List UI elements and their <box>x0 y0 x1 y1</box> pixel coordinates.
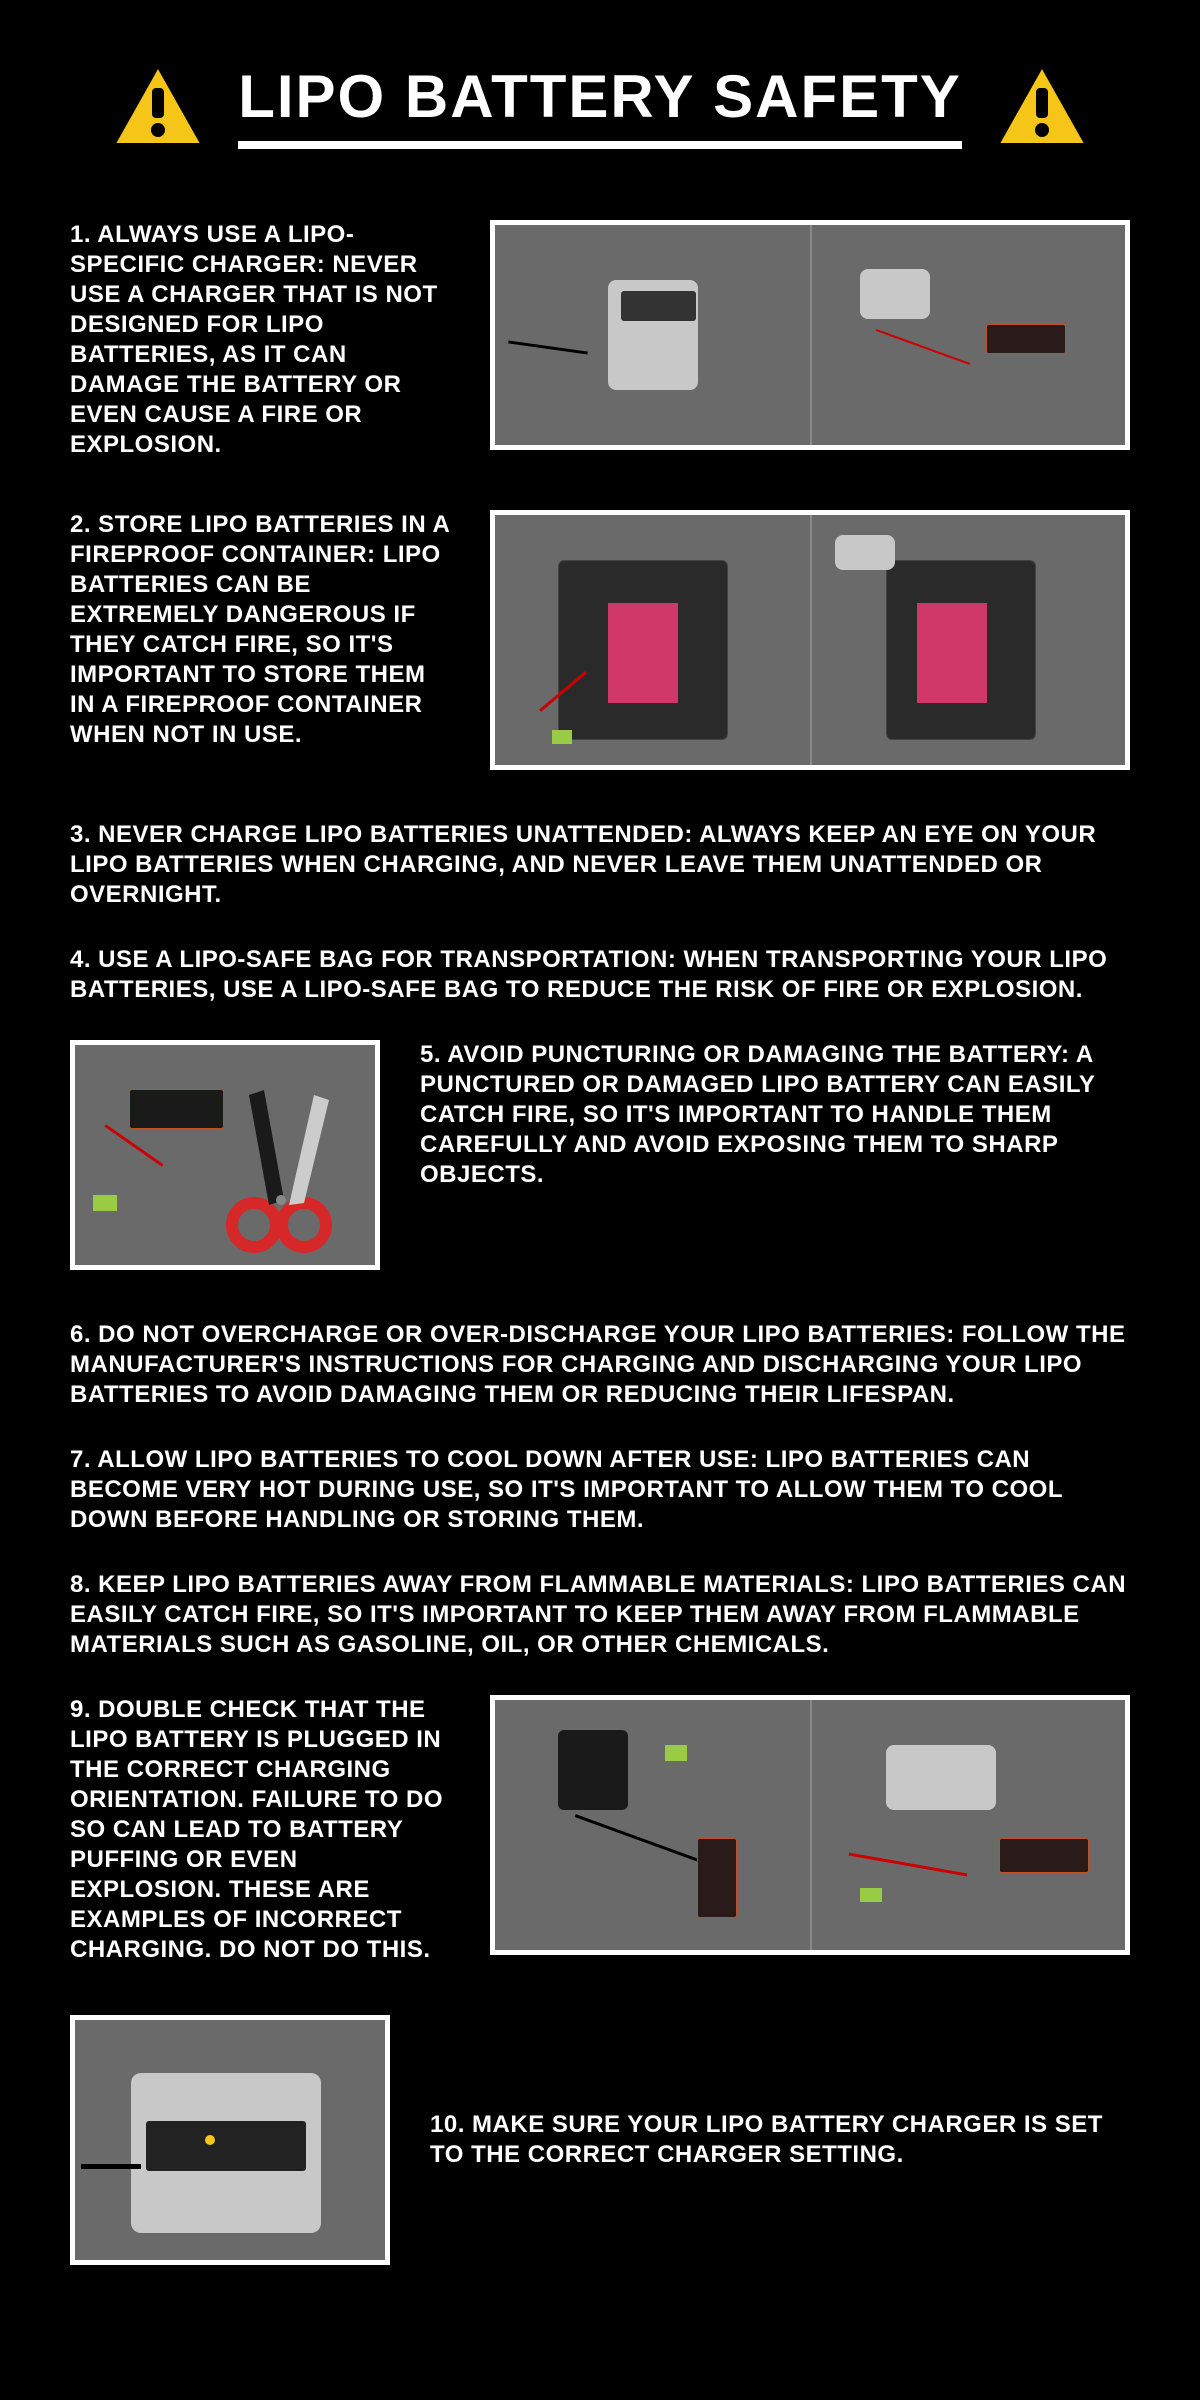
tip-2-image <box>490 510 1130 770</box>
tip-1-text: 1. ALWAYS USE A LIPO-SPECIFIC CHARGER: N… <box>70 220 450 460</box>
warning-icon <box>992 60 1092 150</box>
header: LIPO BATTERY SAFETY <box>70 60 1130 150</box>
tip-10-text: 10. MAKE SURE YOUR LIPO BATTERY CHARGER … <box>430 2110 1130 2170</box>
tip-5-row: 5. AVOID PUNCTURING OR DAMAGING THE BATT… <box>70 1040 1130 1270</box>
tip-2-row: 2. STORE LIPO BATTERIES IN A FIREPROOF C… <box>70 510 1130 770</box>
tip-3-text: 3. NEVER CHARGE LIPO BATTERIES UNATTENDE… <box>70 820 1130 910</box>
tip-10-image <box>70 2015 390 2265</box>
tip-5-text: 5. AVOID PUNCTURING OR DAMAGING THE BATT… <box>420 1040 1130 1190</box>
tip-5-image <box>70 1040 380 1270</box>
page-title: LIPO BATTERY SAFETY <box>238 62 962 149</box>
warning-icon <box>108 60 208 150</box>
scissors-icon <box>219 1085 359 1255</box>
tip-4-text: 4. USE A LIPO-SAFE BAG FOR TRANSPORTATIO… <box>70 945 1130 1005</box>
tip-2-text: 2. STORE LIPO BATTERIES IN A FIREPROOF C… <box>70 510 450 750</box>
tip-8-text: 8. KEEP LIPO BATTERIES AWAY FROM FLAMMAB… <box>70 1570 1130 1660</box>
tip-9-text: 9. DOUBLE CHECK THAT THE LIPO BATTERY IS… <box>70 1695 450 1965</box>
tip-1-row: 1. ALWAYS USE A LIPO-SPECIFIC CHARGER: N… <box>70 220 1130 460</box>
tip-10-row: 10. MAKE SURE YOUR LIPO BATTERY CHARGER … <box>70 2015 1130 2265</box>
tip-6-text: 6. DO NOT OVERCHARGE OR OVER-DISCHARGE Y… <box>70 1320 1130 1410</box>
tip-9-row: 9. DOUBLE CHECK THAT THE LIPO BATTERY IS… <box>70 1695 1130 1965</box>
tip-9-image <box>490 1695 1130 1955</box>
tip-1-image <box>490 220 1130 450</box>
tip-7-text: 7. ALLOW LIPO BATTERIES TO COOL DOWN AFT… <box>70 1445 1130 1535</box>
